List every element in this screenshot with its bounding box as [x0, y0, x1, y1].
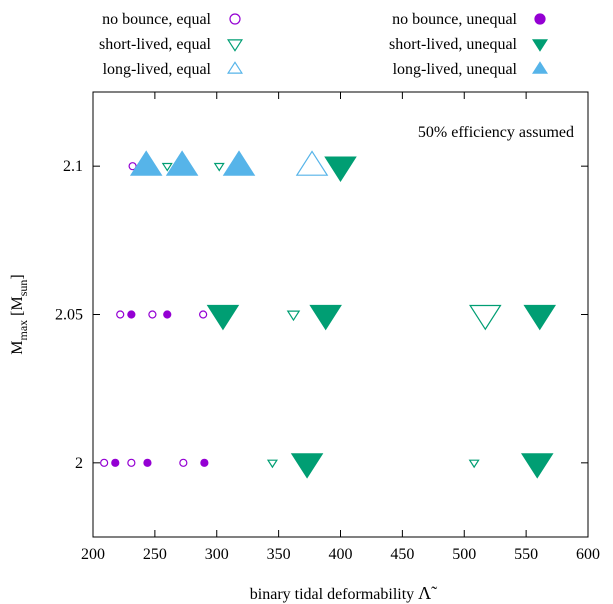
data-point — [468, 459, 480, 469]
series-no-bounce-unequal — [111, 310, 209, 467]
x-tick-label: 600 — [576, 546, 600, 563]
data-point — [129, 150, 163, 176]
data-point — [213, 162, 225, 172]
data-point — [286, 310, 301, 322]
data-point — [520, 453, 554, 479]
series-short-lived-equal — [161, 162, 502, 469]
data-point — [469, 304, 502, 331]
x-tick-label: 450 — [390, 546, 414, 563]
y-tick-label: 2.05 — [55, 307, 83, 324]
y-axis-label: Mmax [Msun] — [9, 274, 30, 354]
legend-marker — [229, 13, 241, 25]
y-tick-label: 2.1 — [63, 158, 83, 175]
x-tick-label: 550 — [514, 546, 538, 563]
data-point — [100, 458, 109, 467]
legend: no bounce, equal no bounce, unequal short-… — [99, 11, 548, 78]
data-point — [266, 459, 278, 469]
data-point — [295, 150, 329, 176]
data-point — [199, 310, 208, 319]
legend-label: no bounce, equal — [102, 11, 211, 28]
x-tick-label: 250 — [143, 546, 167, 563]
series-short-lived-unequal — [206, 156, 557, 479]
data-point — [127, 458, 136, 467]
legend-marker — [227, 39, 243, 52]
x-tick-label: 400 — [329, 546, 353, 563]
data-marks — [100, 150, 557, 479]
x-tick-label: 200 — [81, 546, 105, 563]
legend-marker — [534, 13, 546, 25]
data-point — [127, 310, 136, 319]
x-axis-label: binary tidal deformability Λ̃ — [250, 583, 437, 603]
legend-label: short-lived, equal — [99, 36, 212, 53]
data-point — [206, 304, 240, 331]
data-point — [309, 304, 342, 331]
x-tick-label: 500 — [452, 546, 476, 563]
annotation-text: 50% efficiency assumed — [418, 124, 574, 141]
data-point — [290, 453, 324, 479]
series-long-lived-equal — [295, 150, 329, 176]
data-point — [116, 310, 125, 319]
legend-marker — [532, 61, 548, 74]
data-point — [200, 458, 209, 467]
data-point — [165, 150, 199, 176]
data-point — [523, 304, 557, 331]
data-point — [324, 156, 357, 183]
data-point — [111, 458, 120, 467]
data-point — [222, 150, 256, 176]
x-tick-label: 350 — [267, 546, 291, 563]
series-long-lived-unequal — [129, 150, 256, 176]
legend-marker — [227, 61, 243, 74]
data-point — [148, 310, 157, 319]
data-point — [143, 458, 152, 467]
series-no-bounce-equal — [100, 162, 208, 467]
legend-label: long-lived, unequal — [393, 61, 518, 78]
y-tick-label: 2 — [75, 455, 83, 472]
axis-ticks: 200 250 300 350 400 450 500 550 600 2 2.05 2.1 — [55, 92, 600, 563]
legend-label: short-lived, unequal — [389, 36, 518, 53]
data-point — [161, 162, 173, 172]
data-point — [163, 310, 172, 319]
legend-label: no bounce, unequal — [392, 11, 517, 28]
data-point — [179, 458, 188, 467]
legend-label: long-lived, equal — [103, 61, 212, 78]
legend-marker — [532, 39, 548, 52]
x-tick-label: 300 — [205, 546, 229, 563]
